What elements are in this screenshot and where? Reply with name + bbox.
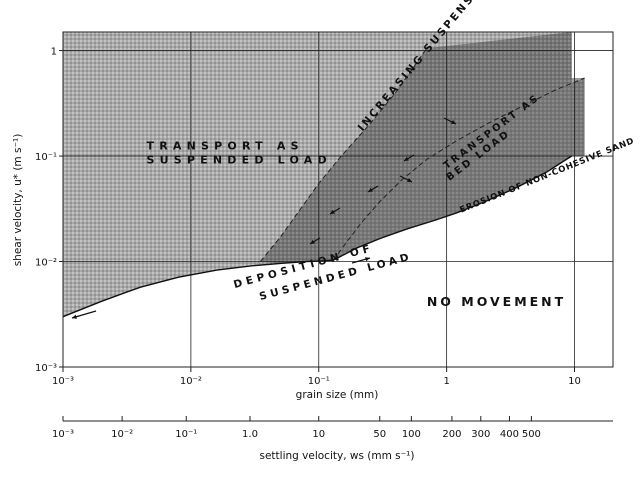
direction-arrows xyxy=(71,117,457,319)
x-tick-label: 10 xyxy=(568,376,581,387)
settling-tick-label: 300 xyxy=(471,429,490,440)
settling-tick-label: 1.0 xyxy=(242,429,258,440)
y-axis-label: shear velocity, u* (m s⁻¹) xyxy=(12,134,24,267)
y-axis-ticks: 10⁻³ 10⁻² 10⁻¹ 1 xyxy=(35,47,63,374)
x-axis-ticks: 10⁻³ 10⁻² 10⁻¹ 1 10 xyxy=(52,367,581,387)
settling-tick-label: 10⁻³ xyxy=(52,429,74,440)
label-no-movement: NO MOVEMENT xyxy=(427,294,566,309)
arrow-bedload-2-head xyxy=(407,178,412,182)
y-tick-label: 10⁻² xyxy=(35,258,57,269)
suspension-zone-region xyxy=(260,32,585,264)
settling-tick-label: 10⁻¹ xyxy=(175,429,197,440)
settling-tick-label: 10⁻² xyxy=(111,429,133,440)
y-tick-label: 10⁻¹ xyxy=(35,152,57,163)
x-tick-label: 1 xyxy=(443,376,449,387)
settling-tick-label: 50 xyxy=(373,429,386,440)
arrow-deposition-right-head xyxy=(365,257,370,262)
y-tick-label: 1 xyxy=(51,47,57,58)
plot-frame xyxy=(62,31,614,368)
arrow-bedload-1-head xyxy=(451,120,456,124)
suspension-boundary-curve xyxy=(260,48,428,262)
label-transport-as-suspended: TRANSPORT AS xyxy=(147,140,304,153)
settling-tick-label: 200 xyxy=(442,429,461,440)
y-tick-label: 10⁻³ xyxy=(35,363,57,374)
x-tick-label: 10⁻¹ xyxy=(308,376,330,387)
arrow-suspension-1-head xyxy=(310,239,315,244)
plot-area xyxy=(63,32,613,367)
settling-axis-label: settling velocity, ws (mm s⁻¹) xyxy=(260,450,415,462)
bed-load-boundary-curve xyxy=(332,77,585,261)
settling-tick-label: 500 xyxy=(522,429,541,440)
arrow-suspension-2-head xyxy=(330,209,335,214)
settling-tick-label: 100 xyxy=(402,429,421,440)
arrow-suspension-4-head xyxy=(404,156,409,161)
curves xyxy=(62,48,585,318)
x-tick-label: 10⁻² xyxy=(180,376,202,387)
grid xyxy=(63,32,613,367)
settling-tick-label: 400 xyxy=(500,429,519,440)
label-suspended-load: SUSPENDED LOAD xyxy=(147,153,332,166)
arrow-suspension-3-head xyxy=(368,187,373,192)
arrow-deposition-left-head xyxy=(72,314,77,319)
x-tick-label: 10⁻³ xyxy=(52,376,74,387)
settling-axis-ticks: 10⁻³ 10⁻² 10⁻¹ 1.0 10 50 100 200 300 400 500 xyxy=(52,416,541,440)
settling-tick-label: 10 xyxy=(312,429,325,440)
x-axis-label: grain size (mm) xyxy=(296,389,379,401)
bed-load-region xyxy=(333,78,585,261)
